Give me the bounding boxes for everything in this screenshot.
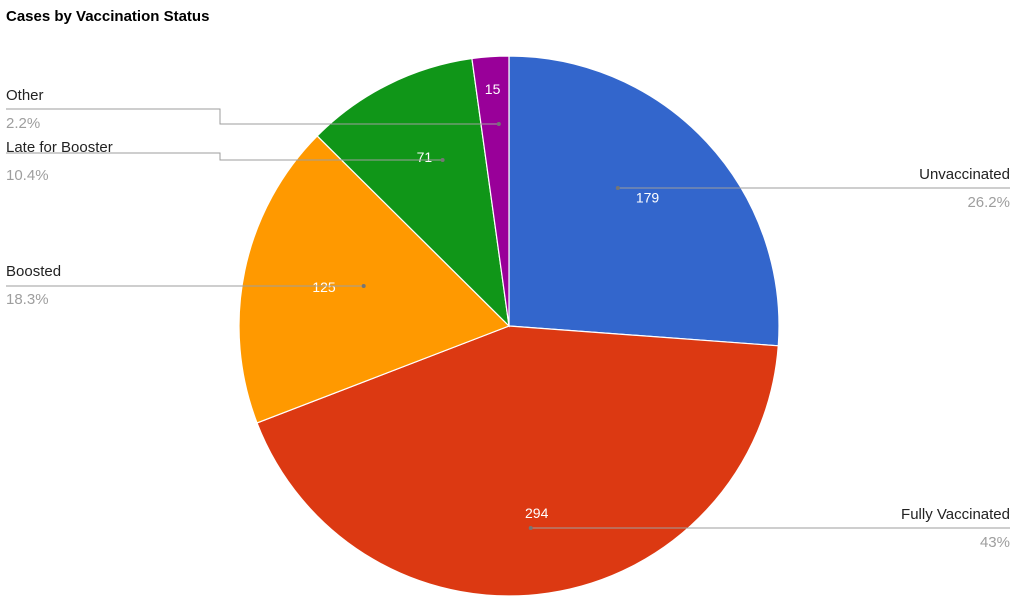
slice-percent-boosted: 18.3% xyxy=(6,291,49,308)
pie-slice-boosted[interactable] xyxy=(238,135,511,424)
leader-dot-unvaccinated xyxy=(615,186,620,190)
slice-label-unvaccinated: Unvaccinated xyxy=(919,166,1010,183)
slice-percent-late-for-booster: 10.4% xyxy=(6,167,49,184)
leader-line-late-for-booster xyxy=(6,152,443,161)
chart-title: Cases by Vaccination Status xyxy=(6,8,210,25)
slice-percent-other: 2.2% xyxy=(6,115,40,132)
pie-slice-unvaccinated[interactable] xyxy=(508,55,780,347)
pie-slice-late-for-booster[interactable] xyxy=(316,57,510,328)
slice-label-boosted: Boosted xyxy=(6,263,61,280)
leader-dot-late-for-booster xyxy=(440,158,445,162)
leader-line-other xyxy=(6,108,499,125)
leader-dot-fully-vaccinated xyxy=(528,526,533,530)
data-label-other: 15 xyxy=(485,81,501,97)
data-label-boosted: 125 xyxy=(312,279,336,295)
data-label-unvaccinated: 179 xyxy=(636,189,660,205)
leader-dot-other xyxy=(496,122,501,126)
data-label-late-for-booster: 71 xyxy=(417,149,433,165)
slice-percent-unvaccinated: 26.2% xyxy=(967,194,1010,211)
slice-label-fully-vaccinated: Fully Vaccinated xyxy=(901,506,1010,523)
slice-percent-fully-vaccinated: 43% xyxy=(980,534,1010,551)
data-label-fully-vaccinated: 294 xyxy=(525,505,549,521)
slice-label-other: Other xyxy=(6,87,44,104)
slice-label-late-for-booster: Late for Booster xyxy=(6,139,113,156)
leader-dot-boosted xyxy=(361,284,366,288)
